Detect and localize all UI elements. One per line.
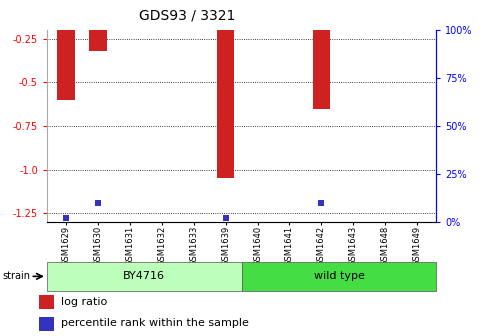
Bar	[217, 30, 234, 178]
Text: log ratio: log ratio	[61, 297, 107, 307]
Bar	[57, 30, 75, 100]
Bar	[39, 317, 54, 331]
Bar	[89, 30, 106, 51]
Text: GDS93 / 3321: GDS93 / 3321	[139, 8, 236, 23]
Bar	[313, 30, 330, 109]
Text: strain: strain	[2, 271, 31, 281]
Text: wild type: wild type	[314, 271, 364, 281]
Text: BY4716: BY4716	[123, 271, 165, 281]
Text: percentile rank within the sample: percentile rank within the sample	[61, 319, 249, 328]
Bar	[39, 295, 54, 309]
